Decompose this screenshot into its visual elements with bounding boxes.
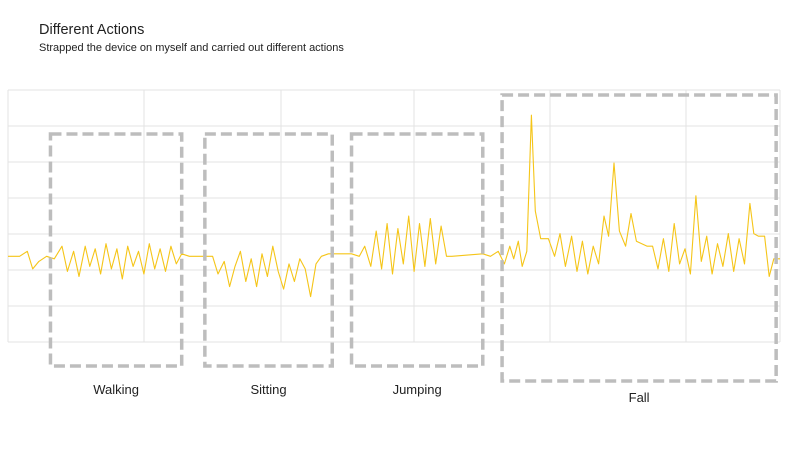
action-box-jumping (349, 132, 485, 368)
grid-lines (7, 89, 781, 343)
series-line (8, 114, 780, 298)
action-box-fall (500, 93, 778, 383)
action-label-sitting: Sitting (250, 382, 286, 397)
action-boxes (48, 93, 778, 383)
action-label-fall: Fall (629, 390, 650, 405)
chart-title: Different Actions (39, 22, 145, 38)
action-box-sitting (203, 132, 334, 368)
action-labels: Walking Sitting Jumping Fall (93, 382, 649, 405)
chart-subtitle: Strapped the device on myself and carrie… (39, 42, 344, 54)
action-label-walking: Walking (93, 382, 139, 397)
action-label-jumping: Jumping (393, 382, 442, 397)
action-box-walking (48, 132, 184, 368)
